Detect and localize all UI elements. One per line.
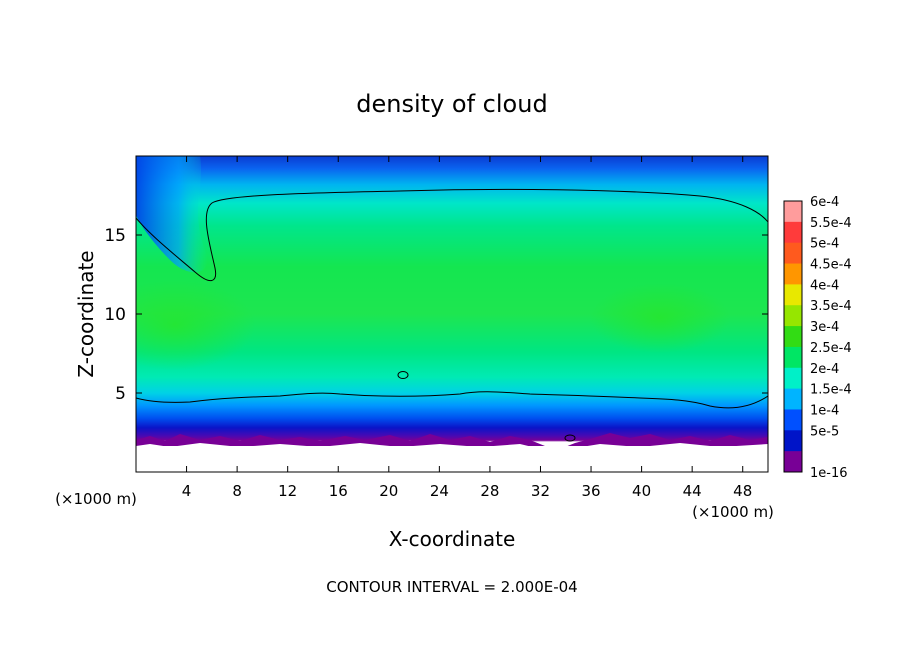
colorbar-label: 4e-4 <box>810 278 839 293</box>
colorbar-swatch <box>784 242 802 265</box>
contour-line-islet <box>397 371 409 379</box>
field-base-mask <box>136 443 768 452</box>
chart-title: density of cloud <box>356 90 547 118</box>
colorbar-swatch <box>784 346 802 369</box>
colorbar-swatch <box>784 284 802 306</box>
x-tick-label: 28 <box>480 482 499 500</box>
x-tick-label: 32 <box>531 482 550 500</box>
colorbar-swatch <box>784 430 802 452</box>
colorbar: 6e-4 5.5e-4 5e-4 4.5e-4 4e-4 3.5e-4 3e-4 2.5e-4… <box>783 195 852 481</box>
y-axis: 5 10 15 <box>104 226 768 404</box>
colorbar-swatch <box>784 221 802 244</box>
field-green-core-left <box>136 280 255 370</box>
colorbar-swatch <box>784 263 802 285</box>
z-unit-label: (×1000 m) <box>55 490 137 508</box>
x-axis: 4 8 12 16 20 24 28 32 36 40 44 48 <box>182 156 752 500</box>
colorbar-swatch <box>784 451 802 473</box>
contour-interval-note: CONTOUR INTERVAL = 2.000E-04 <box>326 578 577 596</box>
contour-line-small-cell <box>564 434 576 442</box>
colorbar-swatch <box>784 201 802 223</box>
colorbar-swatch <box>784 388 802 410</box>
x-tick-label: 16 <box>329 482 348 500</box>
colorbar-frame <box>783 200 803 473</box>
x-tick-label: 48 <box>733 482 752 500</box>
colorbar-swatch <box>784 409 802 431</box>
x-tick-label: 36 <box>581 482 600 500</box>
colorbar-label: 5e-4 <box>810 237 839 252</box>
colorbar-swatch <box>784 305 802 327</box>
y-tick-label: 15 <box>104 226 126 246</box>
plot-area <box>136 156 768 472</box>
field-below-base <box>136 446 768 472</box>
contour-line-upper <box>136 188 768 281</box>
field-dry-intrusion <box>136 156 208 273</box>
colorbar-label: 5e-5 <box>810 424 839 439</box>
y-tick-label: 5 <box>115 384 126 404</box>
y-axis-label: Z-coordinate <box>74 250 98 377</box>
x-tick-label: 40 <box>632 482 651 500</box>
x-tick-label: 24 <box>430 482 449 500</box>
y-tick-label: 10 <box>104 305 126 325</box>
x-tick-label: 8 <box>232 482 242 500</box>
x-tick-label: 44 <box>683 482 702 500</box>
colorbar-swatch <box>784 326 802 348</box>
colorbar-label: 3e-4 <box>810 320 839 335</box>
colorbar-label: 4.5e-4 <box>810 258 852 273</box>
colorbar-label: 6e-4 <box>810 195 839 210</box>
colorbar-label: 1.5e-4 <box>810 383 852 398</box>
colorbar-label: 2.5e-4 <box>810 341 852 356</box>
colorbar-label: 2e-4 <box>810 362 839 377</box>
colorbar-label: 1e-16 <box>810 466 848 481</box>
colorbar-label: 3.5e-4 <box>810 299 852 314</box>
x-tick-label: 20 <box>379 482 398 500</box>
colorbar-label: 5.5e-4 <box>810 216 852 231</box>
x-unit-label: (×1000 m) <box>692 503 774 521</box>
x-tick-label: 4 <box>182 482 192 500</box>
field-green-core-right <box>590 283 730 353</box>
x-axis-label: X-coordinate <box>389 527 516 551</box>
colorbar-label: 1e-4 <box>810 403 839 418</box>
colorbar-swatch <box>784 367 802 390</box>
contour-line-lower <box>136 391 768 409</box>
x-tick-label: 12 <box>278 482 297 500</box>
